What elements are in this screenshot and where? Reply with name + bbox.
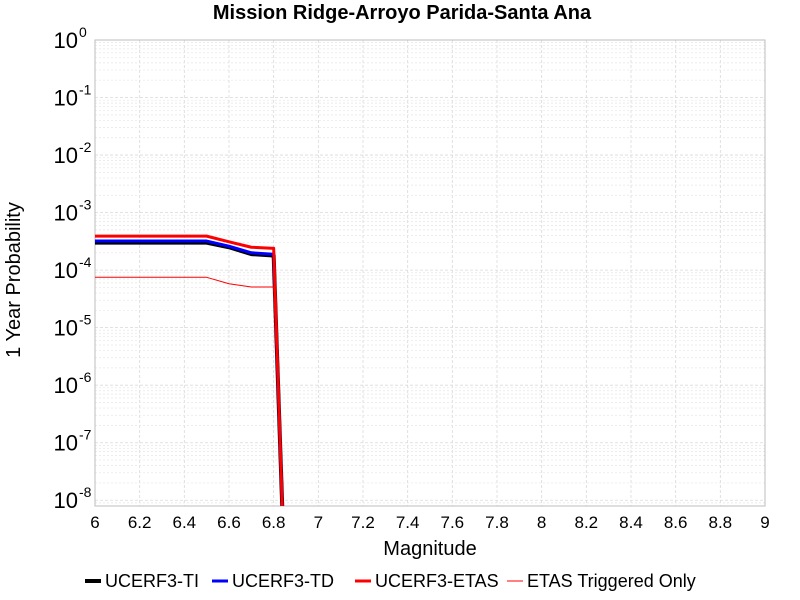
y-tick-base: 10	[54, 431, 78, 456]
x-tick-label: 6.6	[217, 513, 241, 532]
y-tick-base: 10	[54, 373, 78, 398]
x-axis-ticks: 6 6.2 6.4 6.6 6.8 7 7.2 7.4 7.6 7.8 8 8.2 8.4 8.6 8.8 9	[90, 513, 769, 532]
legend-label: UCERF3-ETAS	[375, 571, 499, 591]
x-tick-label: 7.2	[351, 513, 375, 532]
y-tick-exponent: 0	[79, 24, 87, 40]
x-tick-label: 7.6	[441, 513, 465, 532]
chart-title: Mission Ridge-Arroyo Parida-Santa Ana	[213, 2, 592, 24]
series-line-ucerf3-etas	[95, 234, 284, 506]
y-tick-base: 10	[54, 488, 78, 513]
plot-area-frame	[94, 39, 766, 507]
y-tick-exponent: -5	[79, 312, 92, 328]
legend-label: UCERF3-TI	[105, 571, 199, 591]
x-tick-label: 8.6	[664, 513, 688, 532]
legend: UCERF3-TI UCERF3-TD UCERF3-ETAS ETAS Trigge…	[85, 571, 696, 591]
y-tick-exponent: -4	[79, 254, 92, 270]
x-tick-label: 7	[314, 513, 323, 532]
series-layer	[95, 234, 285, 506]
y-tick-base: 10	[54, 201, 78, 226]
y-tick-base: 10	[54, 316, 78, 341]
x-tick-label: 6.4	[173, 513, 197, 532]
x-tick-label: 6.8	[262, 513, 286, 532]
series-line-etas-triggered-only	[95, 276, 283, 506]
y-tick-exponent: -8	[79, 484, 92, 500]
legend-label: UCERF3-TD	[232, 571, 334, 591]
y-tick-exponent: -6	[79, 369, 92, 385]
x-tick-label: 7.4	[396, 513, 420, 532]
y-tick-exponent: -1	[79, 82, 92, 98]
y-tick-exponent: -2	[79, 139, 92, 155]
x-tick-label: 7.8	[485, 513, 509, 532]
y-tick-base: 10	[54, 258, 78, 283]
x-tick-label: 8.8	[709, 513, 733, 532]
y-tick-base: 10	[54, 28, 78, 53]
x-tick-label: 8	[537, 513, 546, 532]
y-tick-base: 10	[54, 86, 78, 111]
y-tick-exponent: -7	[79, 427, 92, 443]
y-tick-base: 10	[54, 143, 78, 168]
x-tick-label: 8.4	[619, 513, 643, 532]
x-axis-label: Magnitude	[383, 538, 476, 560]
x-tick-label: 6	[90, 513, 99, 532]
legend-label: ETAS Triggered Only	[527, 571, 696, 591]
y-tick-exponent: -3	[79, 197, 92, 213]
x-tick-label: 8.2	[575, 513, 599, 532]
x-tick-label: 9	[760, 513, 769, 532]
y-axis-label: 1 Year Probability	[3, 202, 25, 358]
x-tick-label: 6.2	[128, 513, 152, 532]
